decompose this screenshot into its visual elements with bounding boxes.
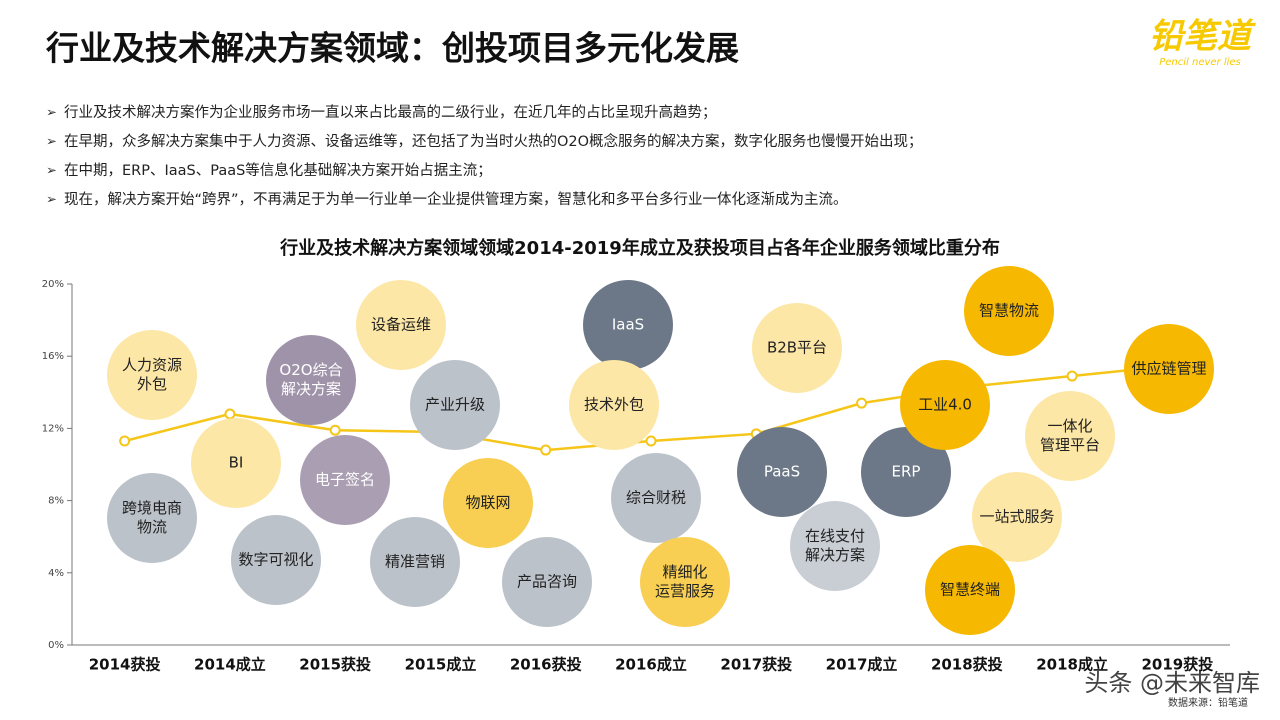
bubble xyxy=(1124,324,1214,414)
bubble-label: 精准营销 xyxy=(385,553,445,571)
bubble xyxy=(900,360,990,450)
bubble-label: 跨境电商 xyxy=(122,499,182,517)
x-tick-label: 2019获投 xyxy=(1141,656,1213,674)
bullet-marker: ➢ xyxy=(46,193,57,208)
bubble-label: 人力资源 xyxy=(122,356,182,374)
watermark: 头条 @未来智库 xyxy=(1084,669,1260,697)
bubble-label: PaaS xyxy=(764,463,800,481)
bubble xyxy=(583,280,673,370)
bubble-label: B2B平台 xyxy=(767,339,827,357)
bubble xyxy=(569,360,659,450)
bubble-label: 供应链管理 xyxy=(1131,360,1206,378)
bubble-label: 智慧物流 xyxy=(979,302,1039,320)
point xyxy=(119,435,131,447)
bubble xyxy=(972,472,1062,562)
bubble xyxy=(107,330,197,420)
bubble xyxy=(107,473,197,563)
bubble-label: 设备运维 xyxy=(371,316,431,334)
x-tick-label: 2018获投 xyxy=(931,656,1003,674)
bullet-text: 现在，解决方案开始“跨界”，不再满足于为单一行业单一企业提供管理方案，智慧化和多… xyxy=(64,190,848,208)
bubble-label: 物流 xyxy=(137,518,167,536)
bubble-label: 管理平台 xyxy=(1040,436,1100,454)
bubble-label: 综合财税 xyxy=(626,489,686,507)
bubble-label: 物联网 xyxy=(465,494,510,512)
bubble xyxy=(443,458,533,548)
bubble xyxy=(356,280,446,370)
bubble xyxy=(925,545,1015,635)
bubble-label: 产业升级 xyxy=(425,396,485,414)
bubble xyxy=(964,266,1054,356)
bubble-label: BI xyxy=(229,454,244,472)
y-tick-label: 16% xyxy=(42,351,64,362)
y-tick-label: 4% xyxy=(48,568,64,579)
bubble xyxy=(752,303,842,393)
bubble-label: 精细化 xyxy=(662,563,707,581)
bubble xyxy=(231,515,321,605)
point xyxy=(645,435,657,447)
x-tick-label: 2016成立 xyxy=(615,656,687,674)
x-tick-label: 2014获投 xyxy=(89,656,161,674)
bubble-label: 解决方案 xyxy=(281,380,341,398)
x-tick-label: 2017成立 xyxy=(826,656,898,674)
slide-title: 行业及技术解决方案领域：创投项目多元化发展 xyxy=(45,29,739,68)
bubble xyxy=(1025,391,1115,481)
point xyxy=(224,408,236,420)
chart-title: 行业及技术解决方案领域领域2014-2019年成立及获投项目占各年企业服务领域比… xyxy=(279,237,1000,259)
bullet-marker: ➢ xyxy=(46,135,57,150)
bullet-marker: ➢ xyxy=(46,106,57,121)
bubble-label: ERP xyxy=(892,463,921,481)
bubble xyxy=(640,537,730,627)
logo-tagline: Pencil never lies xyxy=(1159,57,1241,68)
point xyxy=(540,444,552,456)
x-tick-label: 2015获投 xyxy=(299,656,371,674)
bubble-label: 工业4.0 xyxy=(918,396,972,414)
bubble xyxy=(502,537,592,627)
y-tick-label: 0% xyxy=(48,640,64,651)
bullet-marker: ➢ xyxy=(46,164,57,179)
x-tick-label: 2017获投 xyxy=(720,656,792,674)
x-tick-label: 2018成立 xyxy=(1036,656,1108,674)
bubble-label: 一体化 xyxy=(1047,417,1092,435)
bubble xyxy=(410,360,500,450)
x-tick-label: 2015成立 xyxy=(405,656,477,674)
x-tick-label: 2016获投 xyxy=(510,656,582,674)
bubble-label: 技术外包 xyxy=(584,396,644,414)
y-tick-label: 20% xyxy=(42,279,64,290)
bubble xyxy=(737,427,827,517)
bubble-label: 数字可视化 xyxy=(238,551,313,569)
bubble-label: 一站式服务 xyxy=(979,508,1054,526)
bubble xyxy=(861,427,951,517)
bubble xyxy=(790,501,880,591)
bubble xyxy=(370,517,460,607)
bubble-label: 解决方案 xyxy=(805,546,865,564)
point xyxy=(1066,370,1078,382)
bubble xyxy=(300,435,390,525)
bubble-label: IaaS xyxy=(612,316,644,334)
logo: 铅笔道 xyxy=(1149,17,1256,57)
bubble-label: 电子签名 xyxy=(315,471,375,489)
bubble-label: 外包 xyxy=(137,375,167,393)
y-tick-label: 8% xyxy=(48,496,64,507)
bubble-label: 产品咨询 xyxy=(517,573,577,591)
bullet-text: 行业及技术解决方案作为企业服务市场一直以来占比最高的二级行业，在近几年的占比呈现… xyxy=(64,103,717,121)
point xyxy=(329,424,341,436)
bullet-text: 在早期，众多解决方案集中于人力资源、设备运维等，还包括了为当时火热的O2O概念服… xyxy=(64,132,923,150)
bubble xyxy=(191,418,281,508)
x-tick-label: 2014成立 xyxy=(194,656,266,674)
bubble-label: O2O综合 xyxy=(279,361,342,379)
y-tick-label: 12% xyxy=(42,423,64,434)
bullet-text: 在中期，ERP、IaaS、PaaS等信息化基础解决方案开始占据主流； xyxy=(64,161,492,179)
bubble-label: 在线支付 xyxy=(805,527,865,545)
bubble-label: 运营服务 xyxy=(655,582,715,600)
point xyxy=(856,397,868,409)
source: 数据来源：铅笔道 xyxy=(1168,696,1248,709)
bubble-label: 智慧终端 xyxy=(940,581,1000,599)
bubble xyxy=(611,453,701,543)
bubble xyxy=(266,335,356,425)
